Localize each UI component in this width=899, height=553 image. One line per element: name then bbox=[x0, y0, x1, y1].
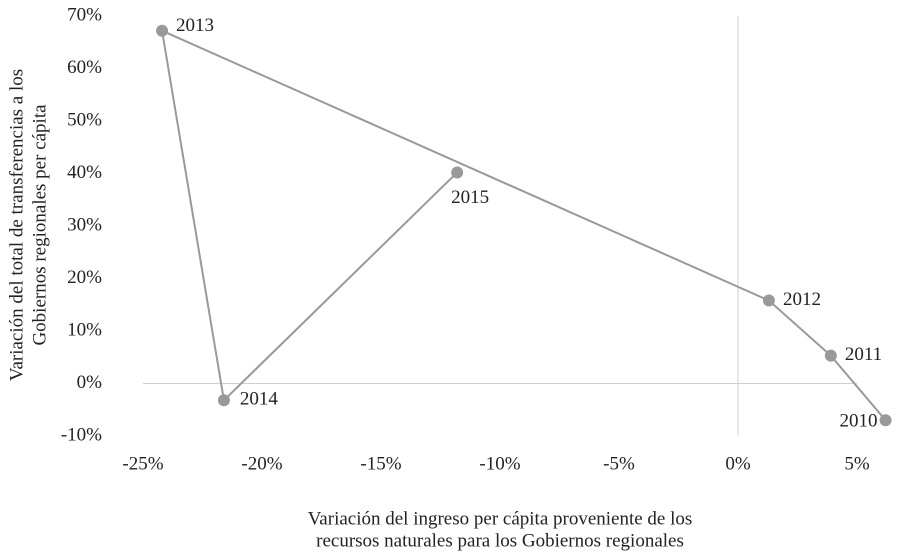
y-tick-label: 20% bbox=[67, 267, 102, 288]
y-tick-label: 60% bbox=[67, 57, 102, 78]
y-axis-title: Variación del total de transferencias a … bbox=[6, 69, 27, 381]
marker bbox=[762, 294, 775, 307]
y-tick-label: 40% bbox=[67, 162, 102, 183]
marker bbox=[451, 166, 464, 179]
marker bbox=[217, 394, 230, 407]
x-axis-title: Variación del ingreso per cápita proveni… bbox=[308, 508, 693, 529]
x-tick-label: -5% bbox=[603, 453, 635, 474]
marker bbox=[824, 349, 837, 362]
data-label: 2012 bbox=[783, 289, 821, 310]
x-axis-title: recursos naturales para los Gobiernos re… bbox=[316, 530, 684, 551]
y-tick-label: 50% bbox=[67, 109, 102, 130]
x-tick-label: 0% bbox=[725, 453, 751, 474]
x-tick-label: -20% bbox=[241, 453, 282, 474]
y-axis-title: Gobiernos regionales per cápita bbox=[29, 104, 50, 346]
marker bbox=[879, 414, 892, 427]
y-tick-label: 0% bbox=[77, 372, 103, 393]
data-label: 2010 bbox=[840, 411, 878, 432]
data-label: 2015 bbox=[451, 187, 489, 208]
data-label: 2014 bbox=[240, 389, 278, 410]
marker bbox=[156, 24, 169, 37]
x-tick-label: -25% bbox=[122, 453, 163, 474]
x-tick-label: 5% bbox=[844, 453, 870, 474]
y-tick-label: 70% bbox=[67, 4, 102, 25]
data-label: 2011 bbox=[845, 344, 882, 365]
series-line bbox=[160, 29, 887, 421]
y-tick-label: 10% bbox=[67, 319, 102, 340]
y-tick-label: -10% bbox=[61, 424, 102, 445]
x-tick-label: -15% bbox=[360, 453, 401, 474]
x-tick-label: -10% bbox=[479, 453, 520, 474]
y-tick-label: 30% bbox=[67, 214, 102, 235]
data-label: 2013 bbox=[176, 15, 214, 36]
